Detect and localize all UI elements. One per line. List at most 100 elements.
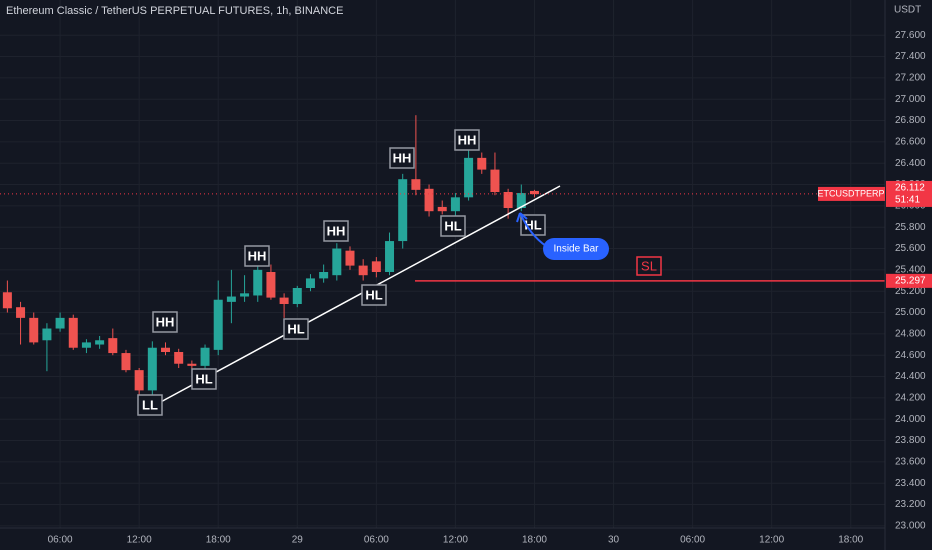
candle-body (2, 292, 12, 309)
x-tick-label: 06:00 (48, 535, 73, 546)
callout-text: Inside Bar (553, 244, 599, 255)
candle-body (95, 340, 105, 345)
annotation-label: HH (156, 314, 175, 329)
annotation-label: HH (393, 150, 412, 165)
candle-body (266, 272, 276, 298)
y-tick-label: 24.200 (895, 393, 926, 404)
annotation-label: HL (195, 371, 212, 386)
annotation-box (191, 368, 217, 390)
candle-body (147, 347, 157, 391)
y-tick-label: 23.600 (895, 457, 926, 468)
candle-body (385, 241, 395, 272)
candle-body (292, 288, 302, 304)
candle-body (42, 328, 52, 341)
candle-body (371, 261, 381, 272)
annotation-box (440, 215, 466, 237)
y-tick-label: 25.400 (895, 265, 926, 276)
candle-body (134, 370, 144, 391)
y-tick-label: 27.600 (895, 30, 926, 41)
x-tick-label: 06:00 (364, 535, 389, 546)
y-tick-label: 23.200 (895, 499, 926, 510)
annotation-box (323, 220, 349, 242)
currency: USDT (894, 5, 921, 16)
candle-body (226, 296, 236, 302)
candle-body (279, 297, 289, 304)
y-tick-label: 27.000 (895, 94, 926, 105)
annotation-label: HH (327, 223, 346, 238)
candle-body (437, 206, 447, 212)
y-tick-label: 25.600 (895, 243, 926, 254)
y-tick-label: 27.400 (895, 51, 926, 62)
x-tick-label: 18:00 (206, 535, 231, 546)
x-tick-label: 18:00 (522, 535, 547, 546)
candle-body (174, 352, 184, 364)
candle-body (121, 353, 131, 371)
y-tick-label: 26.600 (895, 137, 926, 148)
y-tick-label: 24.400 (895, 371, 926, 382)
candle-body (503, 192, 513, 208)
candle-body (108, 338, 118, 354)
trend-line (156, 185, 561, 405)
x-tick-label: 29 (292, 535, 304, 546)
candle-body (332, 248, 342, 276)
callout-arrow (519, 212, 547, 247)
annotation-box (244, 245, 270, 267)
y-tick-label: 26.800 (895, 115, 926, 126)
callout-arrowhead (516, 212, 528, 223)
annotation-label: HL (444, 218, 461, 233)
annotation-label: HL (365, 287, 382, 302)
candle-body (81, 342, 91, 348)
candle-body (16, 307, 26, 318)
annotation-box (283, 318, 309, 340)
y-tick-label: 23.800 (895, 435, 926, 446)
candle-body (187, 363, 197, 366)
candle-body (253, 269, 263, 296)
annotation-label: HL (287, 321, 304, 336)
candle-body (490, 169, 500, 192)
y-tick-label: 25.200 (895, 286, 926, 297)
candle-body (161, 347, 171, 352)
annotation-box (152, 311, 178, 333)
callout-bubble (543, 238, 609, 260)
countdown-label: 51:41 (895, 195, 920, 206)
y-tick-label: 26.400 (895, 158, 926, 169)
candle-body (358, 265, 368, 276)
candle-body (477, 157, 487, 170)
candle-body (424, 188, 434, 212)
annotation-label: LL (142, 397, 158, 412)
x-tick-label: 18:00 (838, 535, 863, 546)
y-tick-label: 27.200 (895, 73, 926, 84)
x-tick-label: 12:00 (759, 535, 784, 546)
candle-body (516, 193, 526, 208)
candle-body (305, 278, 315, 288)
candle-body (29, 317, 39, 343)
y-tick-label: 23.000 (895, 521, 926, 532)
stop-loss-tag (886, 273, 932, 288)
x-tick-label: 06:00 (680, 535, 705, 546)
candle-body (398, 179, 408, 242)
annotation-label: HH (248, 248, 267, 263)
candle-body (55, 317, 65, 329)
stop-loss-label: SL (641, 258, 657, 273)
y-tick-label: 24.800 (895, 329, 926, 340)
y-tick-label: 24.000 (895, 414, 926, 425)
annotation-box (137, 394, 163, 416)
x-tick-label: 12:00 (443, 535, 468, 546)
candle-body (345, 250, 355, 266)
annotation-box (389, 147, 415, 169)
candle-body (464, 157, 474, 198)
candle-body (213, 299, 223, 350)
x-tick-label: 30 (608, 535, 620, 546)
symbol-tag-label: ETCUSDTPERP (817, 188, 884, 198)
y-tick-label: 23.400 (895, 478, 926, 489)
candle-body (411, 179, 421, 190)
stop-loss-tag-label: 25.297 (895, 275, 926, 286)
candle-body (319, 272, 329, 279)
candle-body (529, 190, 539, 195)
candle-body (68, 317, 78, 348)
candle-body (240, 293, 250, 297)
y-tick-label: 25.000 (895, 307, 926, 318)
